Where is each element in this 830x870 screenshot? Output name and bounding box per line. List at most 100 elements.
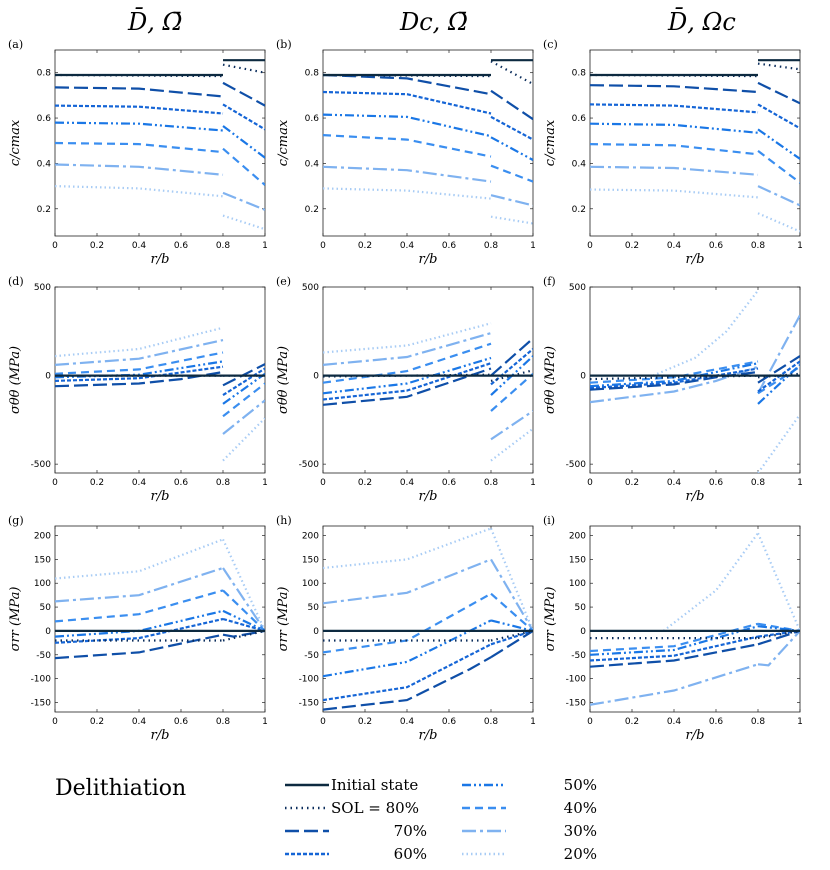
x-axis-label: r/b <box>686 252 705 267</box>
series-line-s60-shell <box>490 348 533 386</box>
y-tick-label: 50 <box>308 603 320 613</box>
series-line-s50-shell <box>222 125 265 159</box>
series-line-s70-shell <box>222 81 265 107</box>
series-line-s20-shell <box>222 417 265 462</box>
y-axis-label: σrr (MPa) <box>8 587 23 652</box>
panel-label: (b) <box>276 38 292 51</box>
series-line-s50-shell <box>490 136 533 161</box>
x-axis-label: r/b <box>151 728 170 743</box>
x-tick-label: 0 <box>52 241 58 251</box>
panel-c: 0 0.2 0.4 0.6 0.8 1 0.2 0.4 0.6 0.8 (c) r/b c/cmax <box>543 38 803 267</box>
x-axis-label: r/b <box>419 728 438 743</box>
y-tick-label: 100 <box>34 579 51 589</box>
y-tick-label: -150 <box>299 698 320 708</box>
series-group <box>323 59 533 225</box>
legend-label-s40: 40% <box>564 799 597 817</box>
x-tick-label: 1 <box>797 241 803 251</box>
x-tick-label: 0.8 <box>751 478 766 488</box>
panel-h: 0 0.2 0.4 0.6 0.8 1 -150 -100 -50 0 50 100 150 200 (h)… <box>276 514 536 743</box>
y-axis-label: σrr (MPa) <box>276 587 291 652</box>
y-tick-label: -150 <box>31 698 52 708</box>
x-axis-label: r/b <box>151 252 170 267</box>
series-line-s20-core <box>662 532 759 632</box>
series-line-s40-shell <box>490 592 533 632</box>
x-tick-label: 0 <box>587 478 593 488</box>
y-tick-label: 150 <box>34 555 51 565</box>
series-line-s40-shell <box>222 382 265 418</box>
series-line-s70-shell <box>757 81 800 105</box>
x-tick-label: 0.6 <box>174 717 189 727</box>
panel-g: 0 0.2 0.4 0.6 0.8 1 -150 -100 -50 0 50 100 150 200 (g)… <box>8 514 268 743</box>
series-line-s60-core <box>55 365 224 382</box>
y-tick-label: -50 <box>304 651 319 661</box>
column-title-2: Dc, Ω̄ <box>399 8 468 36</box>
y-tick-label: 500 <box>569 283 586 293</box>
series-line-s60-shell <box>490 115 533 141</box>
x-tick-label: 0.2 <box>90 241 104 251</box>
series-line-s40-core <box>590 143 759 156</box>
series-line-s50-core <box>323 113 492 138</box>
y-tick-label: 0.4 <box>305 159 320 169</box>
x-tick-label: 0.2 <box>90 478 104 488</box>
series-line-s30-core <box>55 339 224 366</box>
plot-frame <box>322 525 534 713</box>
legend-label-s20: 20% <box>564 845 597 863</box>
x-tick-label: 0 <box>320 478 326 488</box>
x-tick-label: 0.6 <box>174 478 189 488</box>
series-line-s60-core <box>323 643 492 702</box>
x-tick-label: 0.2 <box>358 717 372 727</box>
x-tick-label: 0.6 <box>709 717 724 727</box>
series-line-s30-core <box>590 663 759 706</box>
y-axis-label: c/cmax <box>543 119 558 166</box>
x-tick-label: 0.2 <box>358 241 372 251</box>
y-tick-label: 0 <box>313 627 319 637</box>
y-tick-label: 0.2 <box>305 205 319 215</box>
series-line-s30-shell <box>222 399 265 435</box>
x-tick-label: 0.2 <box>625 241 639 251</box>
legend-label-s70: 70% <box>394 822 427 840</box>
panel-label: (i) <box>543 514 555 527</box>
series-line-s60-shell <box>222 367 265 397</box>
y-tick-label: 0.2 <box>37 205 51 215</box>
series-line-s60-core <box>590 635 759 662</box>
series-line-s40-shell <box>222 589 265 632</box>
series-line-s70-core <box>55 370 224 388</box>
y-tick-label: -500 <box>31 460 52 470</box>
series-line-s80-shell <box>490 60 533 85</box>
series-line-s30-shell <box>757 185 800 207</box>
y-tick-label: 100 <box>569 579 586 589</box>
y-tick-label: 0 <box>45 627 51 637</box>
series-line-s70-core <box>55 86 224 98</box>
series-line-s30-core <box>590 165 759 176</box>
series-line-s60-core <box>55 617 224 644</box>
series-line-s70-shell <box>490 337 533 377</box>
series-group <box>590 59 800 233</box>
y-tick-label: -50 <box>571 651 586 661</box>
series-group <box>55 538 265 660</box>
y-tick-label: 0.6 <box>305 114 320 124</box>
series-line-s60-core <box>590 103 759 114</box>
y-tick-label: 0.6 <box>37 114 52 124</box>
x-tick-label: 0.8 <box>216 717 231 727</box>
series-group <box>323 527 533 711</box>
legend-title: Delithiation <box>55 776 186 801</box>
series-line-s40-shell <box>757 622 800 632</box>
x-tick-label: 0.8 <box>751 717 766 727</box>
x-tick-label: 0.4 <box>667 241 682 251</box>
series-line-s40-core <box>55 351 224 375</box>
series-line-s20-core <box>323 527 492 570</box>
legend-label-s60: 60% <box>394 845 427 863</box>
legend-label-s30: 30% <box>564 822 597 840</box>
panel-b: 0 0.2 0.4 0.6 0.8 1 0.2 0.4 0.6 0.8 (b) r/b c/cmax <box>276 38 536 267</box>
panel-i: 0 0.2 0.4 0.6 0.8 1 -150 -100 -50 0 50 100 150 200 (i)… <box>543 514 803 743</box>
series-line-s60-shell <box>222 617 265 632</box>
series-line-s40-core <box>590 360 759 384</box>
x-tick-label: 0.8 <box>484 241 499 251</box>
panel-label: (g) <box>8 514 24 527</box>
x-tick-label: 0 <box>587 241 593 251</box>
legend-label-init: Initial state <box>331 776 418 794</box>
series-line-s40-shell <box>757 150 800 184</box>
series-line-s30-shell <box>757 314 800 394</box>
series-line-s30-core <box>590 365 759 404</box>
y-tick-label: 0 <box>580 627 586 637</box>
